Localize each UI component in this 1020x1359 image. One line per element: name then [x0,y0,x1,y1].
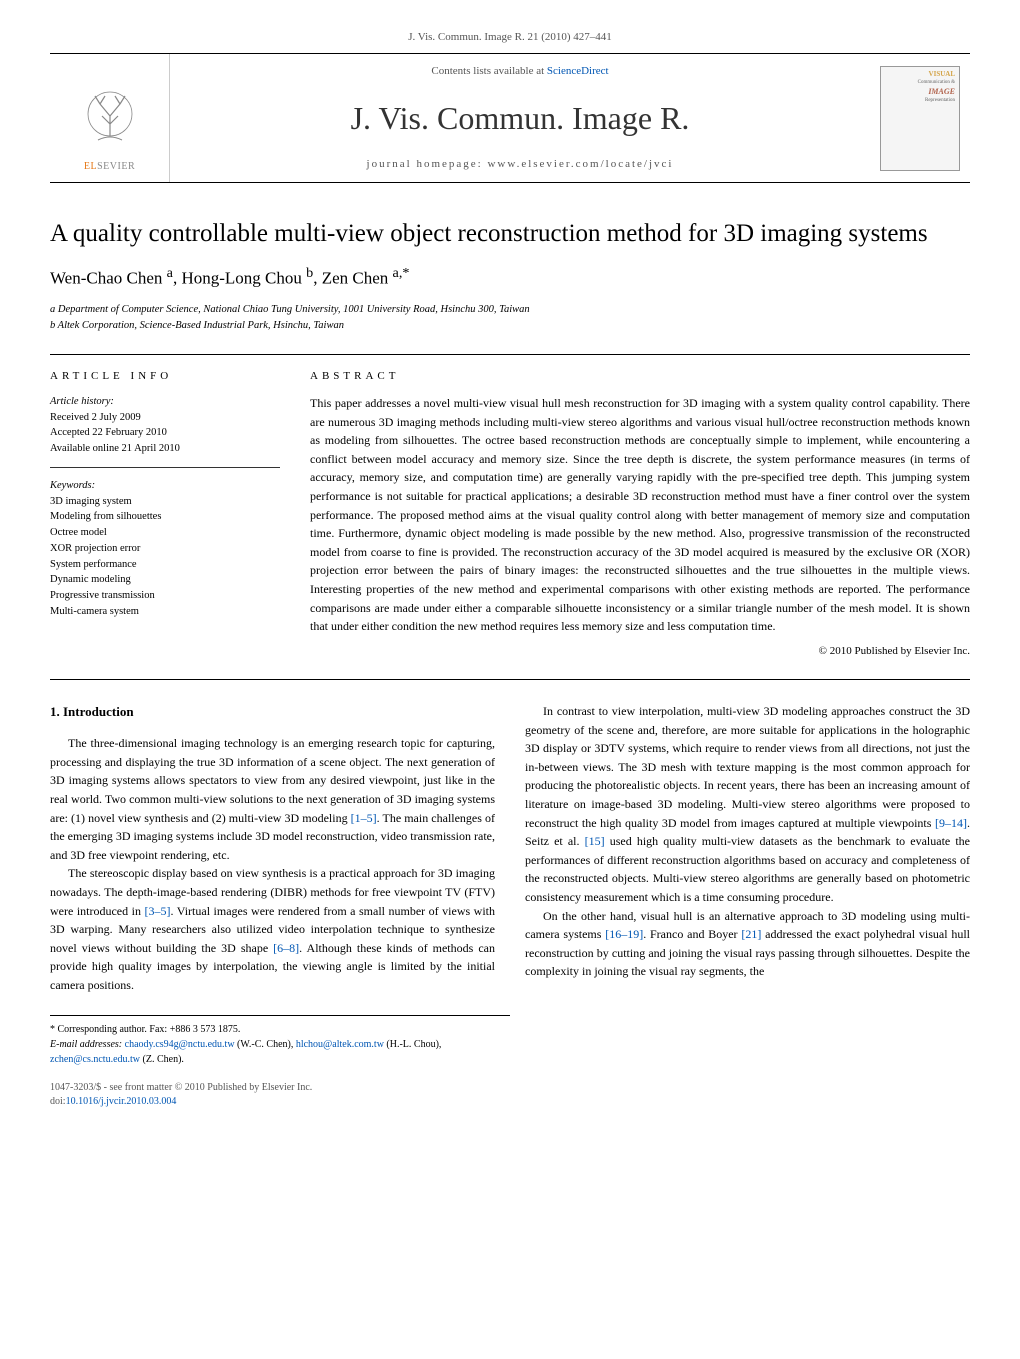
email-link[interactable]: zchen@cs.nctu.edu.tw [50,1054,140,1065]
received: Received 2 July 2009 [50,410,280,426]
email-name: (W.-C. Chen), [235,1039,296,1050]
journal-name: J. Vis. Commun. Image R. [190,96,850,141]
sciencedirect-link[interactable]: ScienceDirect [547,65,609,77]
footnotes: * Corresponding author. Fax: +886 3 573 … [50,1015,510,1109]
journal-cover-icon: VISUAL Communication & IMAGE Representat… [880,66,960,171]
cover-rep: Representation [925,97,955,104]
affiliations: a Department of Computer Science, Nation… [50,302,970,334]
divider [50,679,970,680]
email-label: E-mail addresses: [50,1039,122,1050]
intro-head: 1. Introduction [50,702,495,722]
citation[interactable]: [16–19] [605,927,643,941]
keyword: Progressive transmission [50,588,280,604]
email-link[interactable]: chaody.cs94g@nctu.edu.tw [125,1039,235,1050]
cover-cell: VISUAL Communication & IMAGE Representat… [870,54,970,182]
publisher-logo-cell: ELSEVIER [50,54,170,182]
keyword: System performance [50,557,280,573]
sd-prefix: Contents lists available at [431,65,546,77]
keyword: Octree model [50,525,280,541]
affil-b: b Altek Corporation, Science-Based Indus… [50,318,970,334]
citation[interactable]: [15] [585,834,605,848]
cover-image: IMAGE [928,86,955,97]
paragraph: The stereoscopic display based on view s… [50,864,495,994]
available-online: Available online 21 April 2010 [50,441,280,457]
keyword: XOR projection error [50,541,280,557]
journal-banner: ELSEVIER Contents lists available at Sci… [50,53,970,183]
abstract-head: ABSTRACT [310,369,970,384]
keyword: Dynamic modeling [50,572,280,588]
citation[interactable]: [1–5] [351,811,377,825]
article-info-head: ARTICLE INFO [50,369,280,384]
abstract-copyright: © 2010 Published by Elsevier Inc. [310,644,970,659]
journal-homepage: journal homepage: www.elsevier.com/locat… [190,157,850,172]
corresponding-author: * Corresponding author. Fax: +886 3 573 … [50,1022,510,1037]
citation[interactable]: [6–8] [273,941,299,955]
abstract-text: This paper addresses a novel multi-view … [310,394,970,636]
article-title: A quality controllable multi-view object… [50,218,970,249]
affil-a: a Department of Computer Science, Nation… [50,302,970,318]
body-columns: 1. Introduction The three-dimensional im… [50,702,970,994]
doi-link[interactable]: 10.1016/j.jvcir.2010.03.004 [66,1096,177,1107]
elsevier-tree-icon [80,86,140,156]
cover-visual: VISUAL [929,71,955,79]
paragraph: On the other hand, visual hull is an alt… [525,907,970,981]
email-name: (Z. Chen). [140,1054,184,1065]
citation[interactable]: [3–5] [144,904,170,918]
issn: 1047-3203/$ - see front matter © 2010 Pu… [50,1081,510,1095]
keyword: Multi-camera system [50,604,280,620]
article-info: ARTICLE INFO Article history: Received 2… [50,355,280,660]
doi: doi:10.1016/j.jvcir.2010.03.004 [50,1095,510,1109]
authors: Wen-Chao Chen a, Hong-Long Chou b, Zen C… [50,264,970,290]
citation[interactable]: [21] [741,927,761,941]
cover-comm: Communication & [918,79,955,86]
sciencedirect-line: Contents lists available at ScienceDirec… [190,64,850,79]
paragraph: In contrast to view interpolation, multi… [525,702,970,907]
keyword: Modeling from silhouettes [50,509,280,525]
abstract-col: ABSTRACT This paper addresses a novel mu… [310,355,970,660]
keyword-head: Keywords: [50,478,280,494]
paragraph: The three-dimensional imaging technology… [50,734,495,864]
running-head: J. Vis. Commun. Image R. 21 (2010) 427–4… [50,30,970,45]
banner-center: Contents lists available at ScienceDirec… [170,54,870,182]
history-head: Article history: [50,394,280,410]
emails: E-mail addresses: chaody.cs94g@nctu.edu.… [50,1037,510,1067]
accepted: Accepted 22 February 2010 [50,425,280,441]
email-link[interactable]: hlchou@altek.com.tw [296,1039,384,1050]
citation[interactable]: [9–14] [935,816,967,830]
email-name: (H.-L. Chou), [384,1039,442,1050]
keyword: 3D imaging system [50,494,280,510]
elsevier-label: ELSEVIER [84,160,135,174]
